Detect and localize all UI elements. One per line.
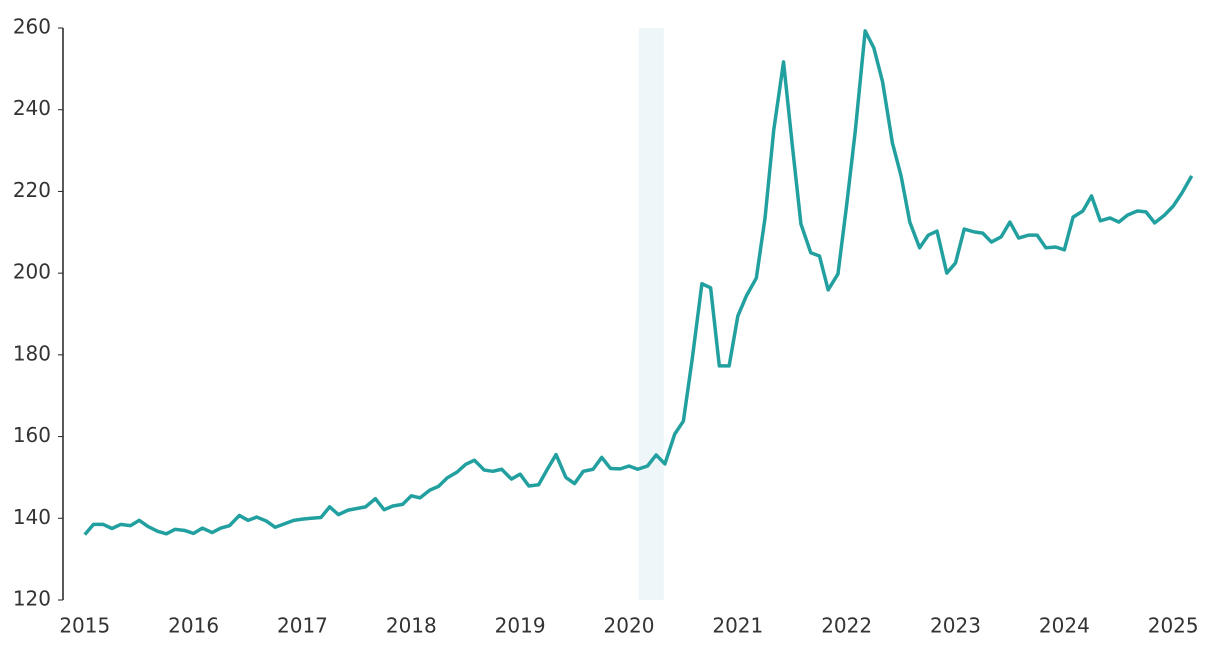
x-tick-label: 2025 xyxy=(1148,614,1199,638)
line-series xyxy=(83,29,1194,536)
y-tick-label: 180 xyxy=(13,341,51,365)
y-tick-label: 240 xyxy=(13,96,51,120)
x-tick-label: 2019 xyxy=(495,614,546,638)
x-tick-label: 2018 xyxy=(386,614,437,638)
y-tick-label: 260 xyxy=(13,15,51,39)
x-tick-label: 2015 xyxy=(59,614,110,638)
x-tick-label: 2021 xyxy=(712,614,763,638)
y-tick-label: 140 xyxy=(13,505,51,529)
x-tick-label: 2023 xyxy=(930,614,981,638)
y-tick-label: 200 xyxy=(13,260,51,284)
y-tick-label: 220 xyxy=(13,178,51,202)
x-tick-label: 2016 xyxy=(168,614,219,638)
y-tick-label: 160 xyxy=(13,423,51,447)
x-tick-label: 2020 xyxy=(604,614,655,638)
x-tick-label: 2024 xyxy=(1039,614,1090,638)
shaded-band xyxy=(638,28,664,600)
y-tick-label: 120 xyxy=(13,587,51,611)
x-tick-label: 2022 xyxy=(821,614,872,638)
x-tick-label: 2017 xyxy=(277,614,328,638)
